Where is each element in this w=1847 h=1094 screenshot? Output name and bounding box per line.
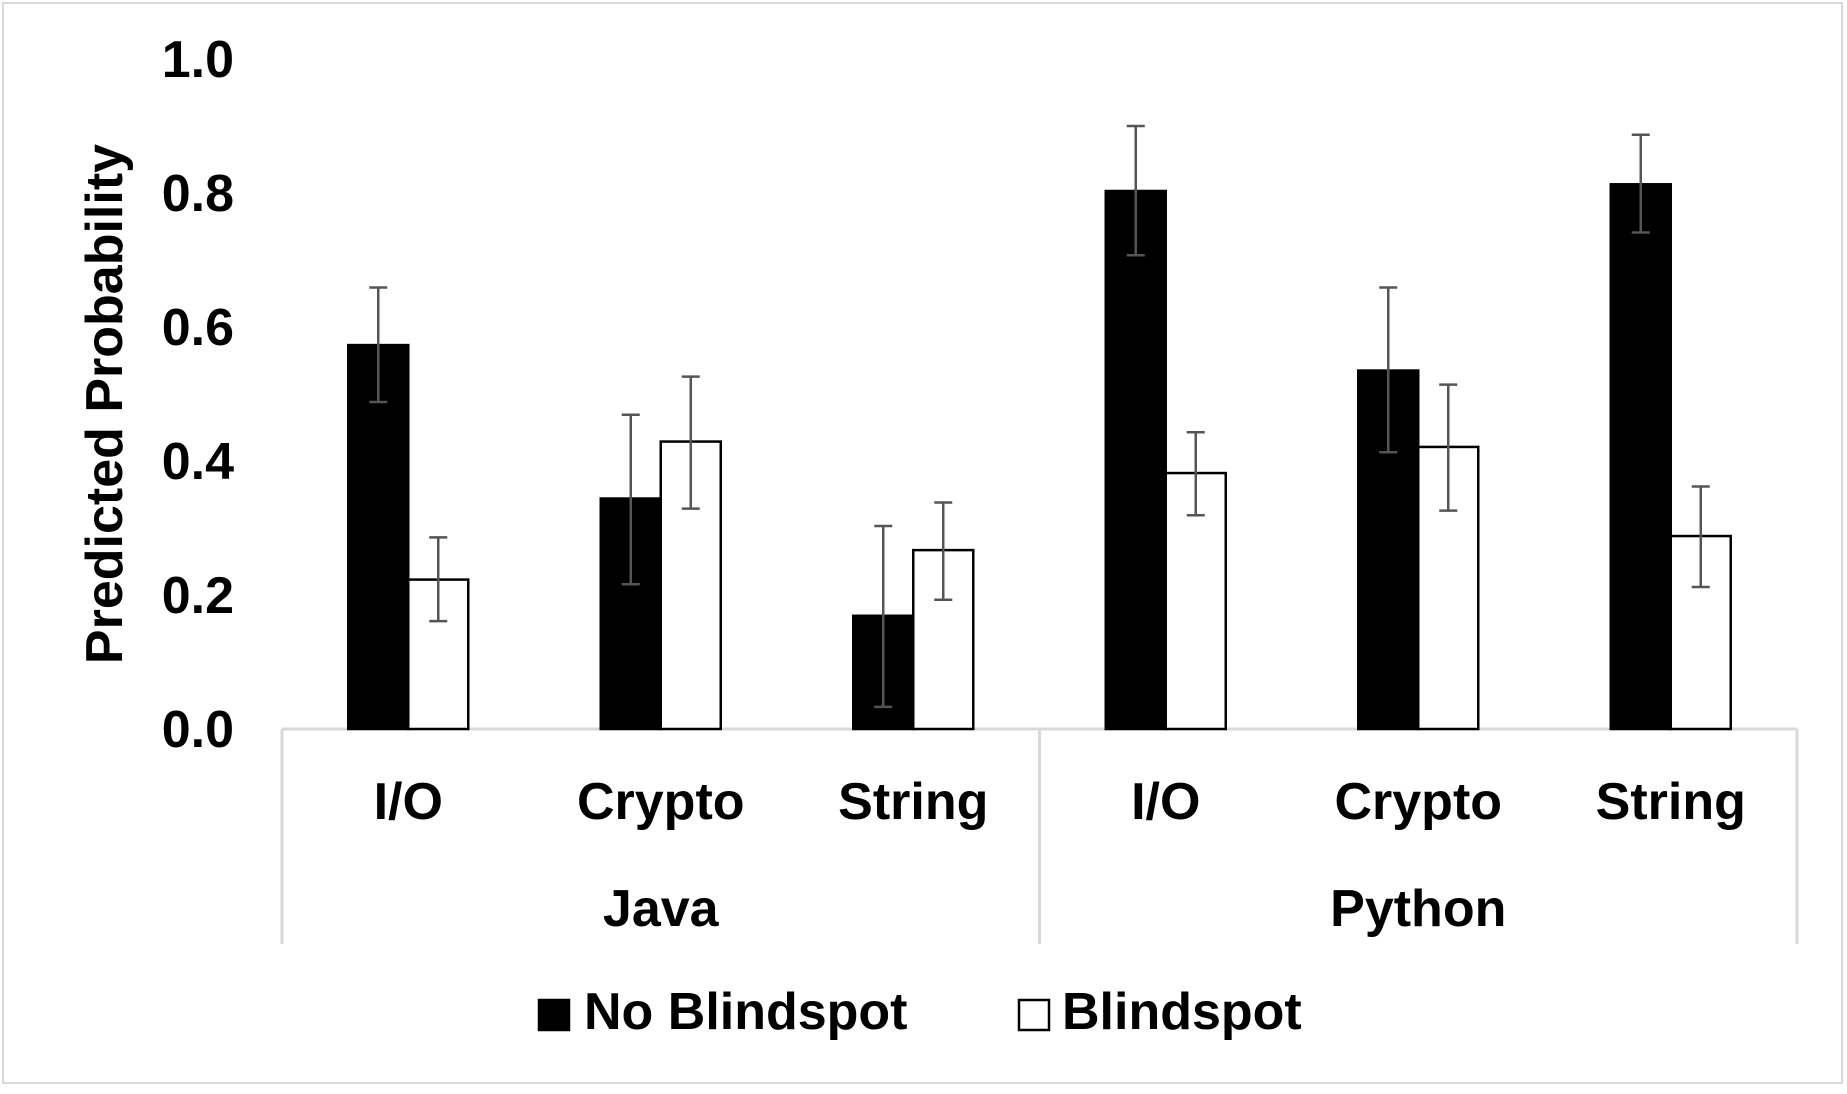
y-axis-tick-labels: 0.0 0.2 0.4 0.6 0.8 1.0 (162, 31, 234, 759)
y-tick-label: 1.0 (162, 31, 234, 89)
y-tick-label: 0.0 (162, 701, 234, 759)
bar-chart: 0.0 0.2 0.4 0.6 0.8 1.0 I/O Crypto String I/O Cry… (76, 31, 1799, 1041)
category-label: Crypto (577, 773, 745, 831)
bar-no-blindspot (1104, 189, 1167, 731)
category-label: I/O (1131, 773, 1200, 831)
group-labels: Java Python (603, 880, 1506, 938)
y-tick-label: 0.8 (162, 165, 234, 223)
bars (347, 183, 1732, 731)
group-label: Python (1330, 880, 1506, 938)
y-tick-label: 0.4 (162, 433, 234, 491)
y-tick-label: 0.2 (162, 567, 234, 625)
bar-no-blindspot (1609, 183, 1672, 731)
legend-swatch (1017, 998, 1051, 1032)
axis-lines (280, 727, 1799, 944)
category-label: I/O (374, 773, 443, 831)
category-label: Crypto (1334, 773, 1502, 831)
legend-swatch (537, 998, 571, 1032)
y-axis-title: Predicted Probability (76, 144, 134, 664)
group-label: Java (603, 880, 720, 938)
legend: No Blindspot Blindspot (537, 983, 1302, 1041)
category-labels: I/O Crypto String I/O Crypto String (374, 773, 1746, 831)
error-bars (369, 124, 1710, 709)
y-tick-label: 0.6 (162, 299, 234, 357)
category-label: String (838, 773, 988, 831)
legend-label: Blindspot (1062, 983, 1302, 1041)
legend-label: No Blindspot (584, 983, 908, 1041)
category-label: String (1596, 773, 1746, 831)
bar-no-blindspot (347, 343, 410, 731)
